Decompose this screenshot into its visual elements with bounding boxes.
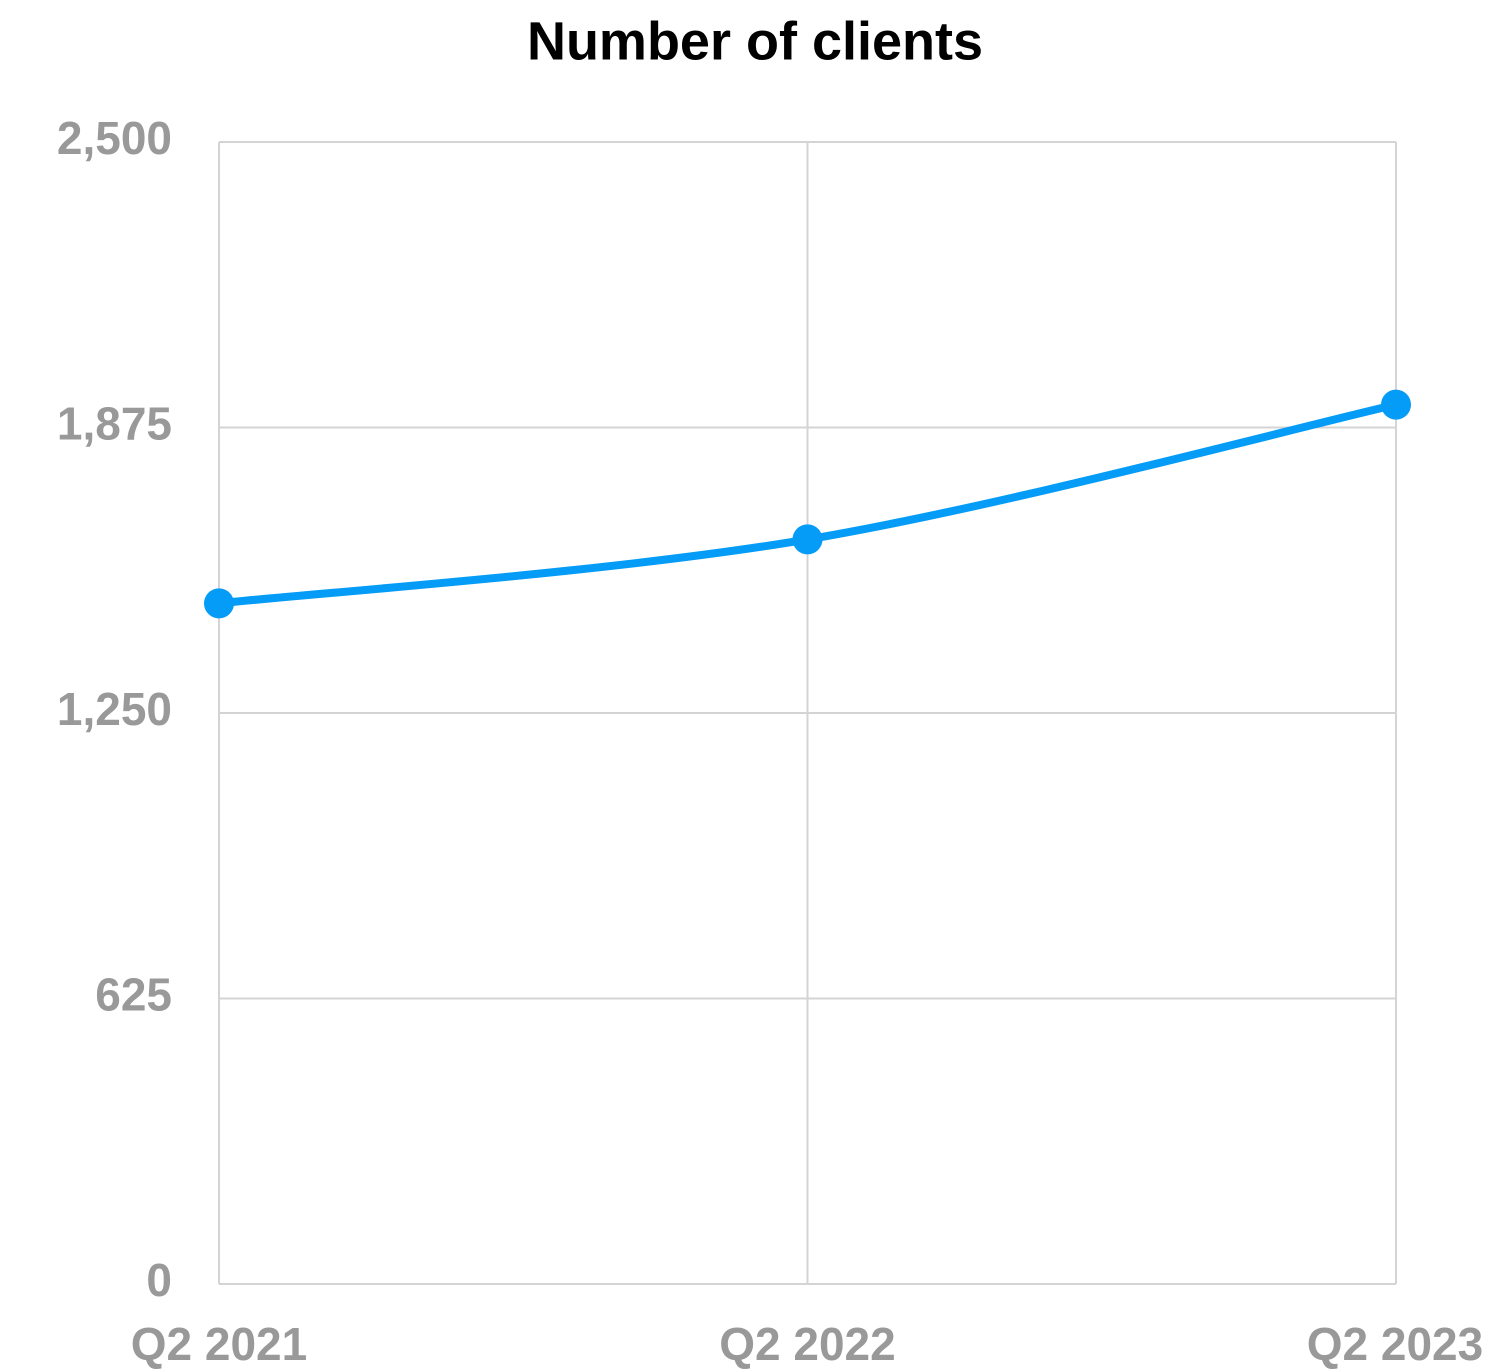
point [1381, 389, 1411, 420]
y-tick-label: 1,875 [57, 398, 172, 450]
point [792, 524, 823, 555]
x-tick-label: Q2 2022 [719, 1318, 895, 1370]
point [204, 588, 234, 619]
x-tick-label: Q2 2023 [1307, 1318, 1483, 1370]
chart-title: Number of clients [527, 11, 983, 71]
y-tick-label: 2,500 [57, 112, 172, 164]
y-tick-label: 0 [146, 1254, 172, 1306]
y-tick-label: 1,250 [57, 683, 172, 735]
x-tick-label: Q2 2021 [131, 1318, 307, 1370]
y-tick-label: 625 [95, 969, 172, 1021]
